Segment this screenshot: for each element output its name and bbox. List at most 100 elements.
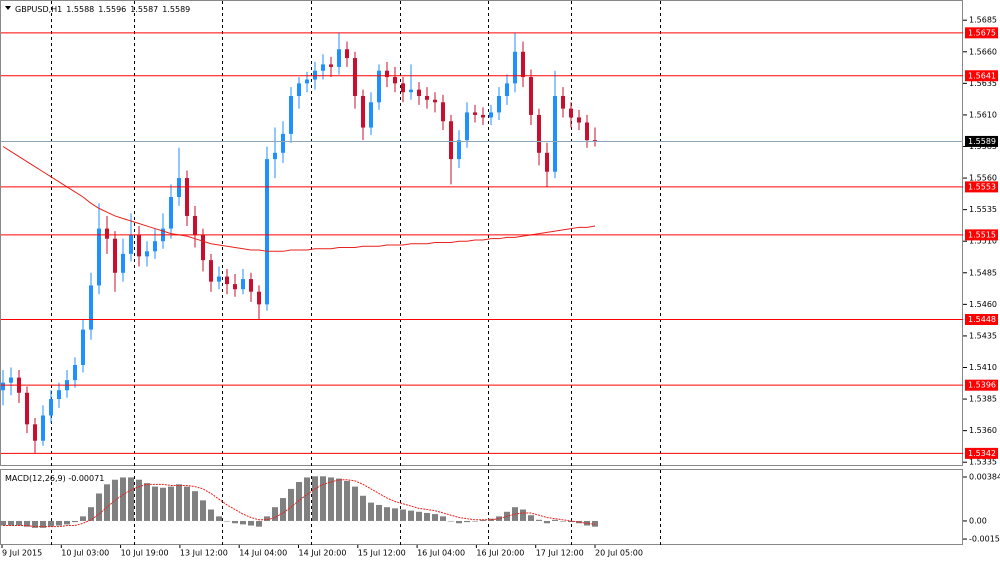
plot: 1.5675 1.5641 1.5553 1.5515 1.5448 1.5396 1.53… <box>0 27 998 528</box>
macd-bar <box>120 477 126 521</box>
level-label: 1.5448 <box>968 315 996 324</box>
macd-bar <box>136 479 142 521</box>
macd-bar <box>200 500 206 521</box>
candle-body <box>377 70 381 103</box>
macd-bar <box>456 520 462 524</box>
macd-bar <box>24 520 30 527</box>
candle-body <box>401 83 405 93</box>
candle-body <box>233 284 237 290</box>
macd-bar <box>176 484 182 521</box>
macd-bar <box>400 509 406 521</box>
candle-body <box>361 95 365 128</box>
macd-tick-label: -0.00158 <box>969 535 1000 544</box>
y-tick-label: 1.5510 <box>969 237 997 246</box>
y-tick-label: 1.5610 <box>969 110 997 119</box>
x-tick-label: 15 Jul 12:00 <box>358 549 406 558</box>
macd-current: -0.00071 <box>68 474 104 483</box>
candle-body <box>273 152 277 160</box>
macd-bar <box>208 509 214 521</box>
macd-bar <box>64 520 70 525</box>
candle-body <box>297 83 301 96</box>
y-tick-label: 1.5485 <box>969 268 997 277</box>
x-tick-label: 17 Jul 12:00 <box>536 549 584 558</box>
macd-bar <box>160 487 166 521</box>
macd-bar <box>264 516 270 521</box>
macd-bar <box>8 520 14 526</box>
level-label-box <box>965 379 998 391</box>
macd-bar <box>184 486 190 521</box>
x-tick-label: 13 Jul 12:00 <box>180 549 228 558</box>
candle-body <box>345 49 349 59</box>
macd-bar <box>320 476 326 521</box>
macd-bar <box>520 509 526 521</box>
x-tick-label: 10 Jul 19:00 <box>121 549 169 558</box>
candle-body <box>265 159 269 305</box>
level-label-box <box>965 447 998 459</box>
macd-bar <box>368 502 374 521</box>
candle-body <box>417 89 421 96</box>
candle-body <box>433 99 437 103</box>
macd-bar <box>448 520 454 522</box>
y-tick-label: 1.5635 <box>969 79 997 88</box>
macd-bar <box>576 520 582 524</box>
candle-body <box>81 329 85 365</box>
x-tick-label: 14 Jul 04:00 <box>239 549 287 558</box>
candle-body <box>153 241 157 252</box>
level-label: 1.5675 <box>968 28 996 37</box>
macd-bar <box>0 520 6 526</box>
x-tick-label: 10 Jul 03:00 <box>61 549 109 558</box>
candle-body <box>185 178 189 216</box>
y-tick-label: 1.5685 <box>969 16 997 25</box>
candle-body <box>409 89 413 93</box>
candle-body <box>97 228 101 286</box>
candle-body <box>145 251 149 257</box>
y-tick-label: 1.5535 <box>969 205 997 214</box>
macd-bar <box>192 491 198 521</box>
macd-bar <box>240 520 246 525</box>
x-tick-label: 20 Jul 05:00 <box>595 549 643 558</box>
level-label: 1.5396 <box>968 381 996 390</box>
candle-body <box>169 197 173 229</box>
level-label: 1.5553 <box>968 182 996 191</box>
candle-body <box>457 140 461 160</box>
candle-body <box>425 95 429 100</box>
candle-body <box>89 285 93 330</box>
macd-bar <box>472 520 478 522</box>
macd-bar <box>440 516 446 521</box>
macd-bar <box>296 482 302 521</box>
macd-bar <box>376 504 382 521</box>
macd-bar <box>592 520 598 527</box>
candle-body <box>129 234 133 254</box>
level-label-box <box>965 229 998 241</box>
macd-tick-label: 0.00384 <box>969 472 1000 481</box>
header-value: 1.5588 <box>66 5 94 14</box>
y-tick-label: 1.5435 <box>969 331 997 340</box>
menu-arrow <box>5 6 11 10</box>
candle-body <box>393 77 397 84</box>
candle-body <box>577 117 581 123</box>
candle-body <box>209 260 213 282</box>
candle-body <box>281 133 285 153</box>
y-tick-label: 1.5460 <box>969 300 997 309</box>
macd-bar <box>232 520 238 524</box>
candle-body <box>257 291 261 305</box>
macd-bar <box>560 520 566 522</box>
candle-body <box>225 276 229 285</box>
macd-title: MACD(12,26,9) <box>5 474 66 483</box>
candle-body <box>57 390 61 400</box>
candle-body <box>497 95 501 113</box>
macd-bar <box>56 520 62 526</box>
candle-body <box>441 102 445 122</box>
macd-bar <box>144 483 150 521</box>
candle-body <box>105 228 109 239</box>
candle-body <box>505 83 509 96</box>
level-label-box <box>965 181 998 193</box>
macd-bar <box>344 480 350 521</box>
candle-body <box>241 279 245 290</box>
candle-body <box>385 70 389 78</box>
macd-bar <box>464 520 470 523</box>
macd-header: MACD(12,26,9) -0.00071 <box>5 474 104 483</box>
macd-bar <box>32 520 38 528</box>
candle-body <box>369 102 373 128</box>
